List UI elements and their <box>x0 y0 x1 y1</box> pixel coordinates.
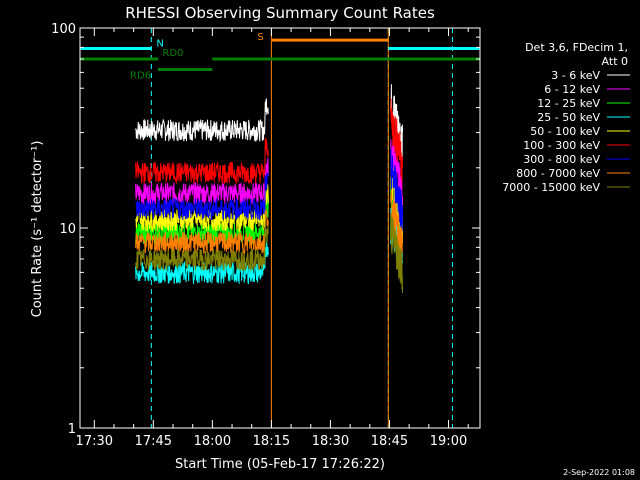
series-line-7-seg-1 <box>135 172 269 221</box>
series-line-6-seg-2 <box>390 98 403 182</box>
series-line-6-seg-1 <box>135 137 269 185</box>
series-line-9-seg-1 <box>135 223 269 271</box>
series-line-2-seg-1 <box>135 157 269 206</box>
legend-label-3: 12 - 25 keV <box>537 97 600 110</box>
legend-header-2: Att 0 <box>602 55 628 68</box>
x-tick-label: 18:00 <box>194 434 231 449</box>
y-tick-label: 1 <box>68 422 76 437</box>
legend-label-8: 800 - 7000 keV <box>516 167 600 180</box>
x-tick-label: 19:00 <box>430 434 467 449</box>
x-tick-label: 17:30 <box>76 434 113 449</box>
series-line-8-seg-1 <box>135 209 269 255</box>
night-flag-label: N <box>156 38 163 49</box>
legend-header-1: Det 3,6, FDecim 1, <box>525 41 628 54</box>
y-axis-label: Count Rate (s⁻¹ detector⁻¹) <box>30 141 45 318</box>
x-axis-label: Start Time (05-Feb-17 17:26:22) <box>175 457 385 472</box>
legend-label-2: 6 - 12 keV <box>544 83 600 96</box>
x-tick-label: 17:45 <box>135 434 172 449</box>
rd6-flag-label: RD6 <box>130 71 151 82</box>
legend-label-1: 3 - 6 keV <box>551 69 600 82</box>
legend-label-4: 25 - 50 keV <box>537 111 600 124</box>
series-layer <box>135 84 403 294</box>
legend-label-7: 300 - 800 keV <box>523 153 600 166</box>
x-tick-label: 18:15 <box>253 434 290 449</box>
series-line-9-seg-2 <box>390 212 403 294</box>
legend-label-5: 50 - 100 keV <box>530 125 600 138</box>
legend-label-6: 100 - 300 keV <box>523 139 600 152</box>
y-tick-label: 100 <box>51 22 76 37</box>
axes: 17:30 17:45 18:00 18:15 18:30 18:45 19:00 1 10 10… <box>51 22 481 449</box>
legend-label-9: 7000 - 15000 keV <box>502 181 600 194</box>
x-tick-label: 18:30 <box>312 434 349 449</box>
rd0-flag-label: RD0 <box>162 48 183 59</box>
chart-title: RHESSI Observing Summary Count Rates <box>125 4 435 22</box>
x-tick-label: 18:45 <box>371 434 408 449</box>
saa-flag-label: S <box>257 32 263 43</box>
y-tick-label: 10 <box>59 222 76 237</box>
series-line-1-seg-1 <box>135 97 269 143</box>
date-stamp: 2-Sep-2022 01:08 <box>563 468 635 477</box>
